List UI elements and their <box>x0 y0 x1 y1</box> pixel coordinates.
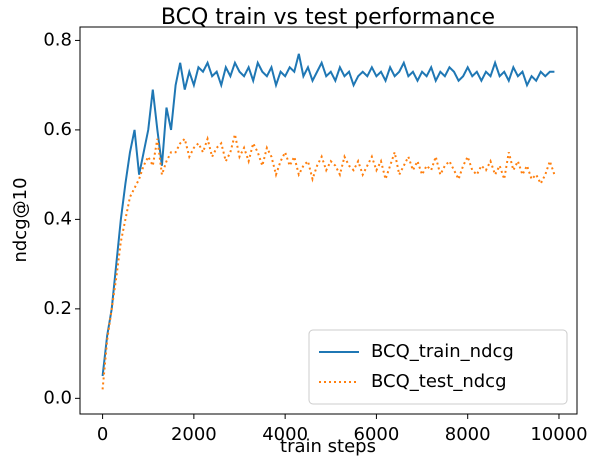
x-tick-label: 6000 <box>354 424 400 445</box>
x-tick-label: 4000 <box>262 424 308 445</box>
legend-label: BCQ_test_ndcg <box>371 371 507 392</box>
x-tick-label: 8000 <box>445 424 491 445</box>
series-line <box>101 53 555 377</box>
legend-box <box>308 329 568 405</box>
x-axis-label: train steps <box>280 436 376 456</box>
series-line <box>101 134 556 390</box>
chart-title: BCQ train vs test performance <box>161 5 495 30</box>
x-tick-label: 2000 <box>171 424 217 445</box>
y-tick-label: 0.4 <box>43 208 72 229</box>
legend-label: BCQ_train_ndcg <box>371 341 514 362</box>
y-tick-label: 0.8 <box>43 29 72 50</box>
plot-frame <box>79 26 578 415</box>
y-axis-label: ndcg@10 <box>10 177 31 262</box>
y-tick-label: 0.6 <box>43 119 72 140</box>
x-tick-label: 10000 <box>530 424 587 445</box>
x-tick-label: 0 <box>97 424 108 445</box>
y-tick-label: 0.2 <box>43 298 72 319</box>
y-tick-label: 0.0 <box>43 387 72 408</box>
